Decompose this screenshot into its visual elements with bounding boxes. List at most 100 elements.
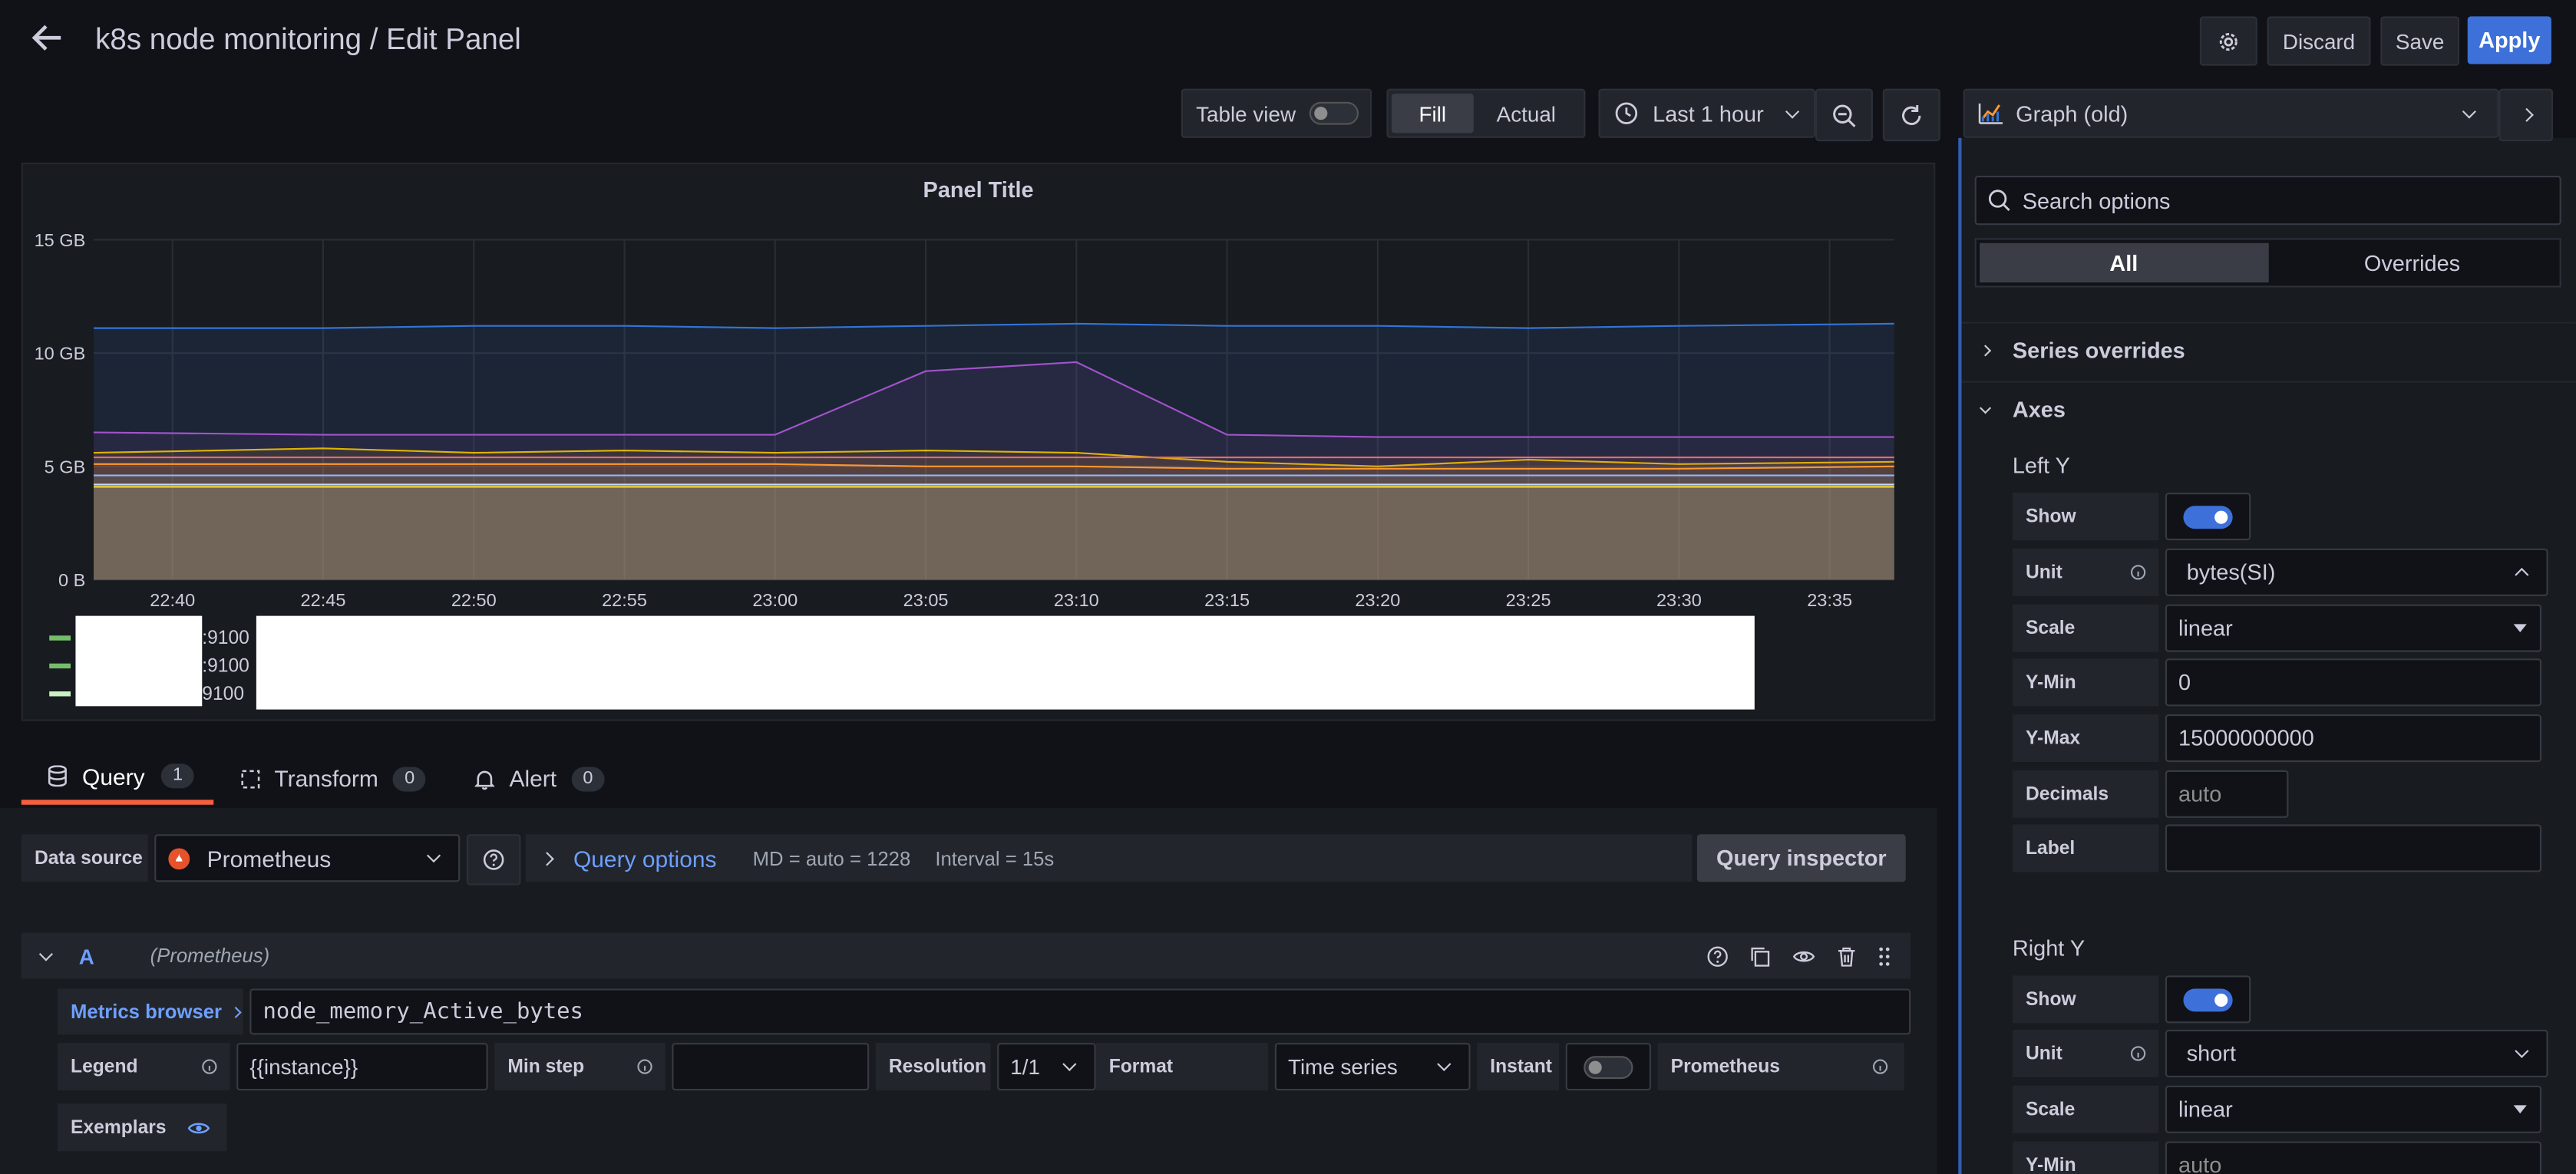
chevron-right-icon	[1979, 345, 1992, 357]
right-y-min-input[interactable]: auto	[2165, 1141, 2542, 1174]
save-button[interactable]: Save	[2380, 16, 2460, 66]
duplicate-icon[interactable]	[1749, 945, 1771, 967]
collapse-options-button[interactable]	[2498, 88, 2554, 142]
left-y-min-input[interactable]: 0	[2165, 658, 2542, 707]
left-y-unit-select[interactable]: bytes(SI)	[2165, 548, 2548, 596]
info-icon[interactable]	[1872, 1059, 1888, 1074]
chevron-right-icon	[540, 851, 554, 866]
left-y-scale-value: linear	[2178, 615, 2233, 641]
tab-alert-label: Alert	[509, 765, 557, 792]
datasource-help-button[interactable]	[466, 834, 521, 885]
left-y-scale-label: Scale	[2012, 604, 2159, 652]
visualization-picker[interactable]: Graph (old)	[1963, 88, 2499, 138]
series-area	[93, 361, 1894, 580]
prometheus-options-text: Prometheus	[1670, 1057, 1780, 1077]
page-title: k8s node monitoring / Edit Panel	[95, 22, 521, 56]
resolution-label: Resolution	[875, 1043, 991, 1091]
query-source: (Prometheus)	[150, 944, 270, 968]
chevron-down-icon	[426, 849, 441, 863]
left-y-max-input[interactable]: 15000000000	[2165, 714, 2542, 763]
datasource-picker[interactable]: Prometheus	[154, 834, 461, 882]
time-picker[interactable]: Last 1 hour	[1598, 88, 1816, 138]
discard-button[interactable]: Discard	[2267, 16, 2371, 66]
left-y-decimals-input[interactable]: auto	[2165, 770, 2289, 818]
tab-overrides[interactable]: Overrides	[2363, 250, 2461, 275]
tab-alert-count: 0	[571, 766, 605, 791]
drag-handle-icon[interactable]	[1878, 945, 1891, 967]
instant-toggle[interactable]	[1584, 1055, 1633, 1079]
back-button[interactable]	[30, 20, 66, 56]
resolution-value: 1/1	[1010, 1054, 1040, 1080]
right-y-unit-select[interactable]: short	[2165, 1029, 2548, 1078]
right-y-show-toggle[interactable]	[2183, 988, 2233, 1011]
min-step-input[interactable]	[672, 1043, 870, 1091]
info-icon[interactable]	[637, 1059, 652, 1074]
legend-label: :9100	[202, 656, 249, 676]
panel-settings-button[interactable]	[2199, 16, 2257, 66]
actual-option[interactable]: Actual	[1496, 101, 1556, 126]
apply-button[interactable]: Apply	[2467, 16, 2551, 64]
search-options-input[interactable]: Search options	[1974, 176, 2561, 226]
time-range-label: Last 1 hour	[1653, 101, 1764, 126]
legend-input[interactable]: {{instance}}	[236, 1043, 488, 1091]
zoom-out-button[interactable]	[1815, 88, 1873, 142]
left-y-decimals-label: Decimals	[2012, 770, 2159, 818]
question-circle-icon	[483, 849, 504, 870]
resolution-select[interactable]: 1/1	[997, 1043, 1096, 1091]
chevron-down-icon	[1062, 1057, 1077, 1071]
series-overrides-section[interactable]: Series overrides	[1979, 338, 2185, 364]
info-icon[interactable]	[2130, 1046, 2146, 1061]
chevron-right-icon	[230, 1005, 242, 1017]
tab-transform[interactable]: Transform 0	[239, 752, 427, 804]
instant-label: Instant	[1477, 1043, 1560, 1091]
left-y-show-toggle[interactable]	[2183, 505, 2233, 529]
caret-down-icon	[2513, 1105, 2527, 1114]
series-overrides-title: Series overrides	[2012, 338, 2185, 364]
y-tick-label: 15 GB	[35, 230, 86, 250]
y-tick-label: 10 GB	[35, 344, 86, 364]
series-line	[93, 463, 1894, 470]
eye-icon[interactable]	[1792, 945, 1815, 967]
left-y-scale-select[interactable]: linear	[2165, 604, 2542, 652]
eye-icon[interactable]	[187, 1120, 210, 1136]
chevron-up-icon	[2515, 568, 2529, 582]
trash-icon[interactable]	[1837, 945, 1857, 967]
info-icon[interactable]	[2130, 565, 2146, 580]
promql-query-input[interactable]: node_memory_Active_bytes	[249, 988, 1911, 1035]
legend-item[interactable]: :9100	[49, 624, 249, 651]
legend-item[interactable]: 9100	[49, 680, 249, 707]
y-tick-label: 5 GB	[45, 457, 86, 477]
metrics-browser-button[interactable]: Metrics browser	[57, 988, 243, 1035]
legend-swatch	[49, 663, 71, 669]
table-view-toggle[interactable]: Table view	[1181, 88, 1372, 138]
table-view-switch[interactable]	[1309, 101, 1359, 125]
refresh-button[interactable]	[1882, 88, 1940, 142]
x-tick-label: 23:20	[1355, 590, 1400, 610]
clock-icon	[1615, 102, 1638, 124]
format-select[interactable]: Time series	[1274, 1043, 1471, 1091]
query-inspector-button[interactable]: Query inspector	[1696, 834, 1906, 882]
min-step-label-text: Min step	[507, 1057, 585, 1077]
right-y-unit-value: short	[2186, 1040, 2236, 1067]
help-icon[interactable]	[1707, 945, 1729, 967]
collapse-query-icon[interactable]	[38, 946, 54, 961]
x-tick-label: 23:15	[1204, 590, 1250, 610]
fill-option[interactable]: Fill	[1391, 93, 1474, 134]
axes-section[interactable]: Axes	[1979, 397, 2066, 422]
redaction-block	[75, 615, 203, 707]
legend-item[interactable]: :9100	[49, 652, 249, 680]
x-tick-label: 23:00	[752, 590, 798, 610]
tab-all[interactable]: All	[1980, 242, 2268, 283]
left-y-label-label: Label	[2012, 824, 2159, 872]
query-options-bar[interactable]: Query options MD = auto = 1228 Interval …	[525, 834, 1693, 882]
pane-divider[interactable]	[1958, 137, 1962, 1174]
tab-alert[interactable]: Alert 0	[474, 752, 605, 804]
query-ref-id[interactable]: A	[78, 943, 94, 968]
left-y-label-input[interactable]	[2165, 824, 2542, 872]
info-icon[interactable]	[202, 1059, 217, 1074]
right-y-scale-select[interactable]: linear	[2165, 1085, 2542, 1133]
tab-query[interactable]: Query 1	[21, 752, 214, 805]
redaction-block	[256, 615, 1755, 710]
chevron-down-icon	[1979, 401, 1992, 414]
tab-query-label: Query	[82, 763, 145, 790]
